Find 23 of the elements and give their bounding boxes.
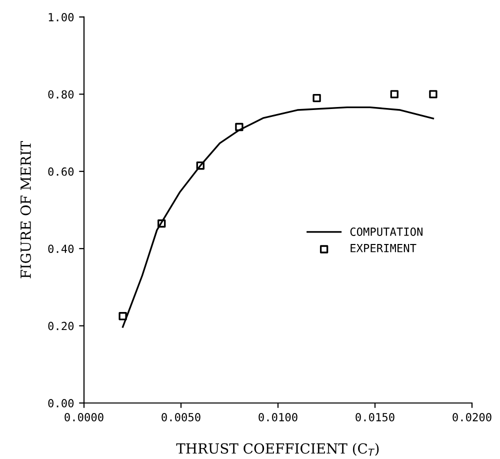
y-tick-label: 0.40 [48, 244, 74, 254]
x-tick-label: 0.0150 [356, 412, 394, 422]
x-axis-title: THRUST COEFFICIENT (C$_{T}$) [176, 442, 379, 456]
line-series [122, 106, 434, 328]
y-tick-label: 0.80 [48, 90, 74, 99]
point [429, 90, 438, 98]
x-tick-label: 0.0100 [258, 412, 298, 422]
x-tick-label: 0.0200 [452, 412, 492, 422]
y-tick-label: 0.20 [48, 322, 74, 330]
y-tick-label: 0.00 [48, 399, 74, 408]
point [312, 94, 321, 102]
point [158, 219, 166, 228]
point [235, 122, 244, 132]
legend-label: EXPERIMENT [350, 244, 416, 252]
y-tick-label: 1.00 [48, 12, 74, 22]
legend-label: COMPUTATION [350, 228, 422, 236]
point [390, 90, 398, 98]
point [196, 162, 204, 170]
y-tick-label: 0.60 [48, 167, 74, 176]
x-tick-label: 0.0050 [162, 412, 200, 422]
y-axis-title: FIGURE OF MERIT [20, 141, 31, 278]
point [118, 312, 127, 320]
x-tick-label: 0.0000 [64, 412, 104, 422]
